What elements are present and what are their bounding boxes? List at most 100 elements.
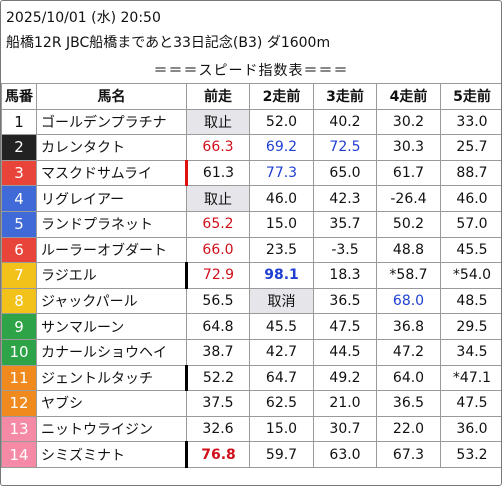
table-row: 4 リグレイアー 取止 46.0 42.3 -26.4 46.0: [1, 185, 501, 212]
speed-index-value: 56.5: [186, 287, 250, 315]
horse-name: ヤブシ: [36, 390, 187, 417]
speed-index-value: 88.7: [440, 159, 501, 187]
table-row: 10 カナールショウヘイ 38.7 42.7 44.5 47.2 34.5: [1, 338, 501, 366]
speed-index-value: 15.0: [249, 415, 314, 443]
speed-index-value: 37.5: [186, 390, 250, 417]
speed-index-value: 57.0: [440, 210, 501, 238]
col-header-num: 馬番: [1, 83, 37, 110]
speed-index-value: 76.8: [185, 441, 250, 468]
speed-index-value: 47.2: [376, 338, 441, 366]
speed-index-value: 48.8: [376, 236, 441, 264]
speed-index-value: 38.7: [186, 338, 250, 366]
speed-index-value: 65.2: [186, 210, 250, 238]
speed-index-value: 45.5: [249, 313, 314, 340]
table-row: 2 カレンタクト 66.3 69.2 72.5 30.3 25.7: [1, 134, 501, 161]
speed-index-value: 47.5: [440, 390, 501, 417]
speed-index-value: 42.3: [313, 185, 377, 212]
col-header-name: 馬名: [36, 83, 187, 110]
horse-number: 10: [1, 338, 37, 366]
speed-index-value: 61.3: [185, 159, 250, 187]
speed-index-value: 取消: [249, 287, 314, 315]
speed-index-value: 取止: [186, 185, 250, 212]
speed-index-value: *47.1: [440, 364, 501, 392]
speed-index-value: 48.5: [440, 287, 501, 315]
speed-index-value: 36.5: [313, 287, 377, 315]
col-header-2nd: 2走前: [249, 83, 314, 110]
horse-name: カナールショウヘイ: [36, 338, 187, 366]
speed-index-value: -26.4: [376, 185, 441, 212]
table-row: 13 ニットウライジン 32.6 15.0 30.7 22.0 36.0: [1, 415, 501, 443]
horse-number: 12: [1, 390, 37, 417]
table-row: 7 ラジエル 72.9 98.1 18.3 *58.7 *54.0: [1, 262, 501, 289]
table-row: 5 ランドプラネット 65.2 15.0 35.7 50.2 57.0: [1, 210, 501, 238]
horse-name: シミズミナト: [36, 441, 187, 468]
horse-name: マスクドサムライ: [36, 159, 187, 187]
speed-index-value: 50.2: [376, 210, 441, 238]
horse-number: 2: [1, 134, 37, 161]
speed-index-value: 35.7: [313, 210, 377, 238]
speed-index-value: 72.5: [313, 134, 377, 161]
speed-index-value: 98.1: [249, 262, 314, 289]
col-header-last: 前走: [186, 83, 250, 110]
speed-index-value: 64.0: [376, 364, 441, 392]
horse-number: 3: [1, 159, 37, 187]
speed-index-value: 67.3: [376, 441, 441, 468]
speed-index-value: 30.2: [376, 108, 441, 136]
speed-index-value: 23.5: [249, 236, 314, 264]
horse-name: ジャックパール: [36, 287, 187, 315]
horse-number: 4: [1, 185, 37, 212]
horse-number: 1: [1, 108, 37, 136]
speed-index-value: 53.2: [440, 441, 501, 468]
speed-index-value: 32.6: [186, 415, 250, 443]
speed-index-value: 64.8: [186, 313, 250, 340]
speed-index-value: 65.0: [313, 159, 377, 187]
speed-index-value: 46.0: [249, 185, 314, 212]
table-row: 8 ジャックパール 56.5 取消 36.5 68.0 48.5: [1, 287, 501, 315]
horse-number: 13: [1, 415, 37, 443]
speed-index-value: 30.7: [313, 415, 377, 443]
speed-index-value: 25.7: [440, 134, 501, 161]
speed-index-value: 62.5: [249, 390, 314, 417]
table-row: 11 ジェントルタッチ 52.2 64.7 49.2 64.0 *47.1: [1, 364, 501, 392]
speed-index-value: 21.0: [313, 390, 377, 417]
speed-index-value: 77.3: [249, 159, 314, 187]
horse-name: ランドプラネット: [36, 210, 187, 238]
table-header-row: 馬番 馬名 前走 2走前 3走前 4走前 5走前: [1, 83, 501, 110]
col-header-4th: 4走前: [376, 83, 441, 110]
horse-number: 11: [1, 364, 37, 392]
table-row: 1 ゴールデンプラチナ 取止 52.0 40.2 30.2 33.0: [1, 108, 501, 136]
table-banner: ＝＝＝スピード指数表＝＝＝: [153, 63, 349, 79]
speed-index-value: 66.0: [186, 236, 250, 264]
table-row: 9 サンマルーン 64.8 45.5 47.5 36.8 29.5: [1, 313, 501, 340]
speed-index-value: 29.5: [440, 313, 501, 340]
speed-index-value: 61.7: [376, 159, 441, 187]
horse-name: ゴールデンプラチナ: [36, 108, 187, 136]
horse-number: 7: [1, 262, 37, 289]
speed-index-value: *58.7: [376, 262, 441, 289]
table-row: 14 シミズミナト 76.8 59.7 63.0 67.3 53.2: [1, 441, 501, 468]
speed-index-table: 馬番 馬名 前走 2走前 3走前 4走前 5走前 1 ゴールデンプラチナ 取止 52.…: [1, 83, 501, 468]
col-header-5th: 5走前: [440, 83, 501, 110]
horse-number: 14: [1, 441, 37, 468]
speed-index-value: *54.0: [440, 262, 501, 289]
speed-index-value: 69.2: [249, 134, 314, 161]
race-datetime: 2025/10/01 (水) 20:50: [6, 10, 161, 26]
speed-index-value: 15.0: [249, 210, 314, 238]
speed-index-value: 42.7: [249, 338, 314, 366]
speed-index-value: 36.5: [376, 390, 441, 417]
speed-index-value: 45.5: [440, 236, 501, 264]
horse-number: 5: [1, 210, 37, 238]
speed-index-value: 取止: [186, 108, 250, 136]
speed-index-value: 36.8: [376, 313, 441, 340]
speed-index-value: 46.0: [440, 185, 501, 212]
race-title: 船橋12R JBC船橋まであと33日記念(B3) ダ1600m: [6, 35, 331, 51]
speed-index-value: 30.3: [376, 134, 441, 161]
speed-index-value: 36.0: [440, 415, 501, 443]
speed-index-value: 49.2: [313, 364, 377, 392]
speed-index-value: 47.5: [313, 313, 377, 340]
horse-number: 6: [1, 236, 37, 264]
speed-index-value: 34.5: [440, 338, 501, 366]
speed-index-value: 68.0: [376, 287, 441, 315]
horse-name: ジェントルタッチ: [36, 364, 187, 392]
horse-name: ルーラーオブダート: [36, 236, 187, 264]
